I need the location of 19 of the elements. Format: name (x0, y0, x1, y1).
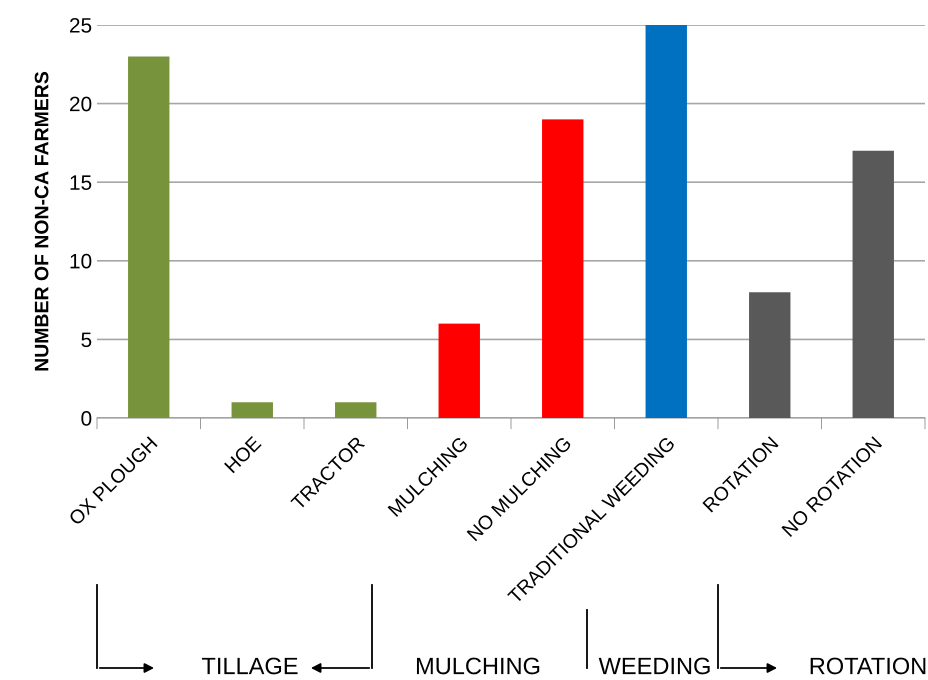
y-axis-title: NUMBER OF NON-CA FARMERS (34, 72, 48, 371)
bar (542, 119, 584, 418)
text: MULCHING (416, 658, 540, 674)
y-tick-label: 5 (81, 332, 92, 348)
text: WEEDING (598, 658, 710, 674)
bar (335, 402, 376, 418)
bar (749, 292, 790, 418)
y-tick-label: 10 (70, 254, 92, 269)
bar (646, 25, 687, 418)
bar (128, 56, 170, 418)
text: ROTATION (810, 658, 926, 674)
bar (232, 402, 273, 418)
y-tick-label: 25 (70, 18, 92, 33)
bar (438, 324, 480, 418)
y-tick-label: 20 (70, 96, 92, 112)
y-tick-label: 0 (81, 411, 92, 426)
text: TILLAGE (202, 658, 298, 674)
bar (852, 150, 894, 418)
y-tick-label: 15 (70, 175, 92, 190)
